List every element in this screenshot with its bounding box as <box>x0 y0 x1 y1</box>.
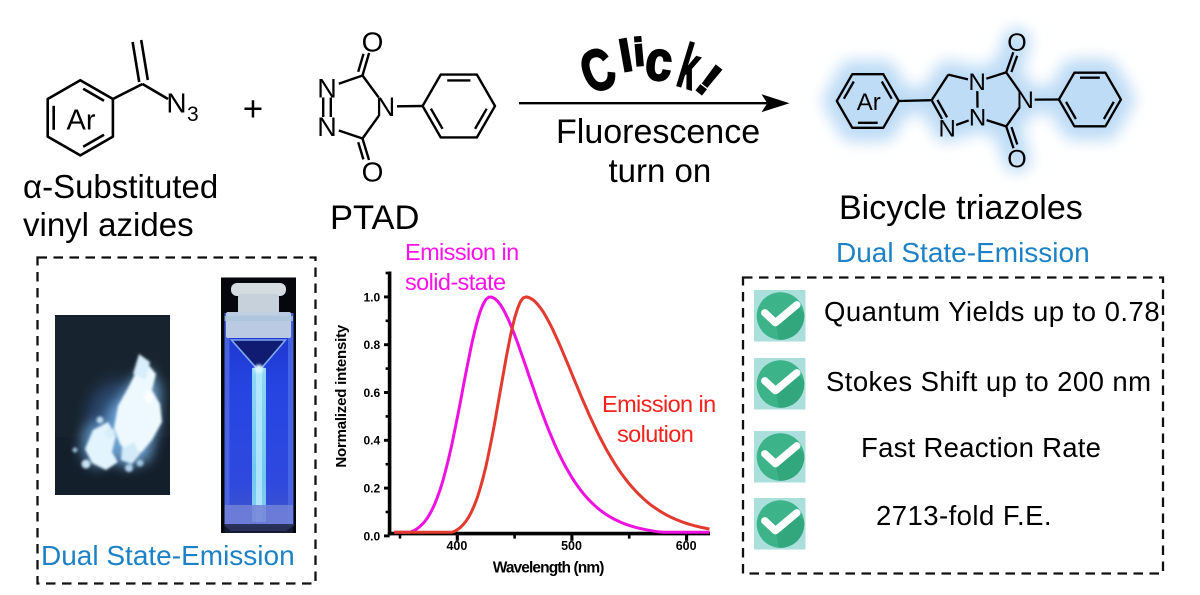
svg-text:Wavelength (nm): Wavelength (nm) <box>493 559 605 576</box>
svg-text:N: N <box>317 74 337 104</box>
svg-text:N: N <box>317 112 337 142</box>
svg-text:Ar: Ar <box>67 105 96 137</box>
svg-text:1.0: 1.0 <box>364 290 381 304</box>
svg-text:O: O <box>362 27 384 58</box>
svg-text:0.8: 0.8 <box>364 338 381 352</box>
svg-text:0.2: 0.2 <box>364 482 381 496</box>
svg-text:Ar: Ar <box>857 89 881 116</box>
svg-text:+: + <box>243 90 263 129</box>
svg-text:N: N <box>969 105 986 132</box>
svg-text:3: 3 <box>187 103 199 126</box>
svg-text:0.6: 0.6 <box>364 386 381 400</box>
svg-text:400: 400 <box>446 539 467 553</box>
svg-text:O: O <box>1007 146 1026 174</box>
svg-text:N: N <box>969 69 986 96</box>
svg-text:N: N <box>1017 87 1034 114</box>
svg-text:N: N <box>166 88 186 119</box>
svg-text:O: O <box>1007 29 1026 57</box>
svg-text:0.4: 0.4 <box>364 434 381 448</box>
svg-text:Normalized intensity: Normalized intensity <box>333 324 350 468</box>
svg-text:O: O <box>362 157 384 188</box>
svg-text:500: 500 <box>561 539 582 553</box>
svg-text:N: N <box>376 92 396 122</box>
svg-text:0.0: 0.0 <box>364 529 381 543</box>
svg-text:600: 600 <box>676 539 697 553</box>
svg-text:N: N <box>939 116 956 143</box>
